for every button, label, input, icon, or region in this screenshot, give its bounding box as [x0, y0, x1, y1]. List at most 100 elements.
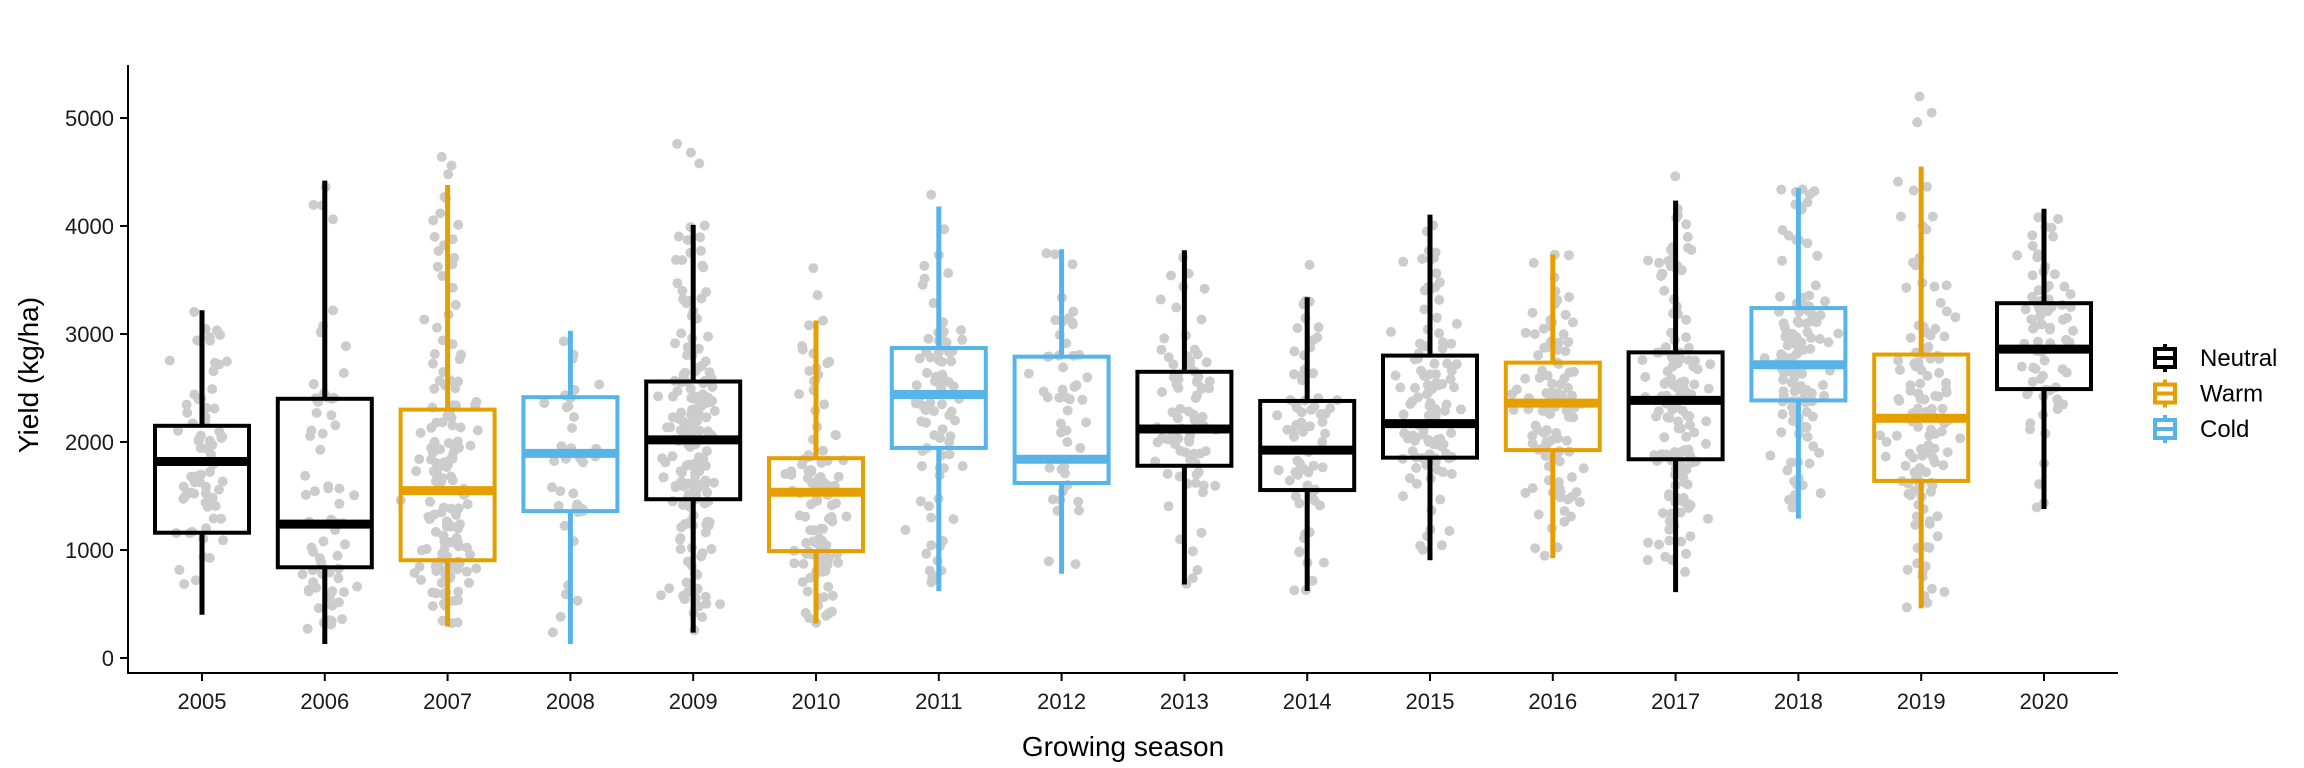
- data-point: [1320, 428, 1331, 439]
- data-point: [2048, 231, 2059, 242]
- data-point: [672, 278, 683, 289]
- data-point: [436, 507, 447, 518]
- data-point: [1446, 468, 1457, 479]
- data-point: [911, 380, 922, 391]
- data-point: [657, 453, 668, 464]
- data-point: [830, 430, 841, 441]
- data-point: [300, 470, 311, 481]
- data-point: [683, 459, 694, 470]
- y-tick-label: 1000: [65, 538, 114, 563]
- data-point: [1673, 416, 1683, 427]
- legend-label: Neutral: [2200, 345, 2277, 372]
- data-point: [806, 499, 817, 510]
- box-2017: [1626, 200, 1725, 593]
- data-point: [1808, 441, 1819, 452]
- data-point: [1881, 436, 1892, 447]
- data-point: [916, 461, 927, 472]
- data-point: [1041, 248, 1052, 259]
- data-point: [1567, 317, 1578, 328]
- data-point: [702, 487, 713, 498]
- data-point: [1054, 392, 1065, 403]
- data-point: [1801, 407, 1812, 417]
- data-point: [931, 371, 942, 382]
- data-point: [2044, 324, 2055, 335]
- data-point: [1417, 253, 1428, 264]
- data-point: [934, 355, 944, 366]
- data-point: [937, 424, 948, 435]
- data-point: [1765, 450, 1776, 461]
- data-point: [1284, 475, 1295, 486]
- outlier-point: [808, 263, 819, 274]
- data-point: [685, 383, 696, 394]
- data-point: [313, 603, 324, 614]
- data-point: [1692, 364, 1703, 375]
- outlier-point: [1670, 171, 1681, 182]
- data-point: [1679, 376, 1690, 387]
- data-point: [1434, 328, 1445, 339]
- data-point: [1689, 427, 1700, 438]
- data-point: [1820, 296, 1830, 307]
- data-point: [673, 413, 684, 424]
- data-point: [1273, 465, 1284, 476]
- data-point: [1317, 437, 1328, 447]
- data-point: [922, 367, 932, 378]
- box-2019: [1872, 166, 1971, 609]
- outlier-point: [1304, 259, 1315, 270]
- data-point: [900, 524, 911, 535]
- data-point: [206, 449, 216, 460]
- data-point: [1922, 597, 1933, 608]
- data-point: [1681, 431, 1692, 442]
- box-2020: [1995, 208, 2093, 509]
- x-tick-label: 2012: [1037, 689, 1086, 714]
- data-point: [1295, 458, 1305, 469]
- data-point: [1900, 460, 1911, 471]
- data-point: [547, 627, 558, 638]
- data-point: [1187, 546, 1198, 557]
- data-point: [447, 234, 458, 245]
- data-point: [950, 415, 960, 426]
- data-point: [1183, 406, 1194, 417]
- data-point: [555, 611, 566, 622]
- data-point: [715, 599, 726, 610]
- data-point: [686, 393, 697, 403]
- data-point: [1657, 268, 1668, 279]
- box-2006: [275, 180, 374, 644]
- data-point: [452, 564, 463, 575]
- data-point: [1437, 379, 1448, 390]
- data-point: [452, 617, 463, 628]
- data-point: [196, 469, 206, 480]
- data-point: [1894, 364, 1905, 375]
- data-point: [928, 298, 939, 309]
- data-point: [1167, 407, 1178, 418]
- data-point: [2039, 355, 2050, 366]
- data-point: [1903, 488, 1914, 499]
- data-point: [1701, 416, 1712, 427]
- data-point: [1642, 555, 1653, 566]
- data-point: [1520, 327, 1531, 338]
- data-point: [318, 536, 329, 547]
- data-point: [2058, 314, 2068, 325]
- data-point: [1818, 380, 1828, 390]
- data-point: [1675, 507, 1686, 518]
- data-point: [1908, 452, 1919, 463]
- x-tick-label: 2010: [792, 689, 841, 714]
- data-point: [1932, 531, 1943, 542]
- data-point: [308, 379, 319, 390]
- data-point: [680, 367, 691, 378]
- data-point: [921, 548, 932, 559]
- data-point: [419, 314, 430, 325]
- data-point: [316, 557, 326, 567]
- data-point: [1567, 491, 1577, 502]
- data-point: [1901, 282, 1912, 293]
- data-point: [924, 501, 934, 512]
- data-point: [948, 514, 959, 525]
- data-point: [547, 482, 557, 493]
- box-2015: [1381, 214, 1479, 561]
- data-point: [2033, 249, 2043, 260]
- data-point: [1833, 328, 1844, 339]
- data-point: [1424, 385, 1435, 396]
- data-point: [699, 220, 710, 231]
- data-point: [1819, 390, 1830, 401]
- box-2008: [521, 330, 620, 644]
- data-point: [431, 566, 442, 577]
